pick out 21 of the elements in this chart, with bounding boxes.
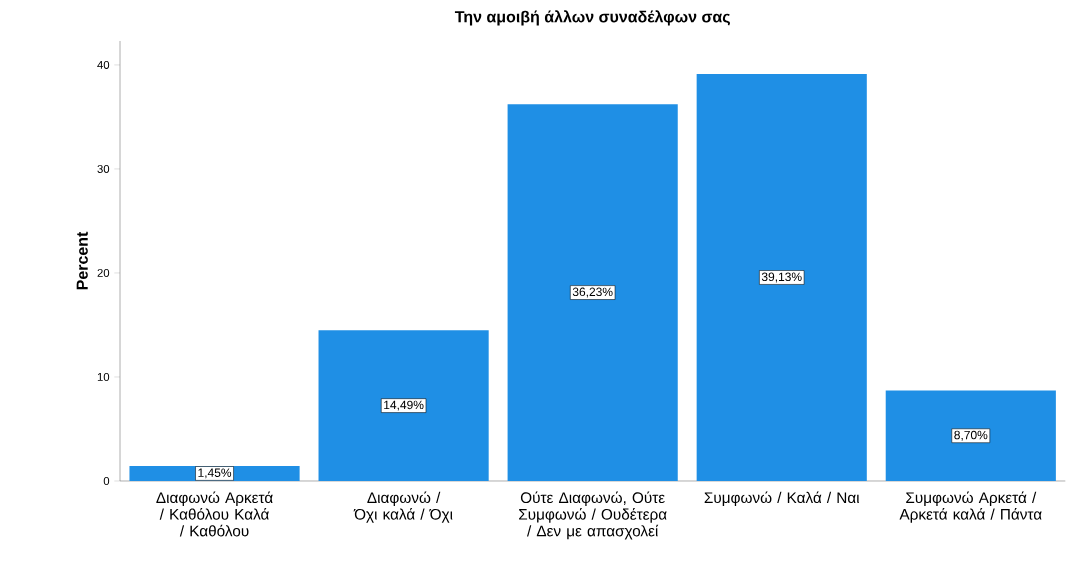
- data-label: 1,45%: [198, 468, 232, 479]
- y-axis-title: Percent: [76, 231, 88, 290]
- y-tick-label: 20: [97, 268, 110, 277]
- y-tick-label: 40: [97, 60, 110, 69]
- x-tick-label: Ούτε Διαφωνώ, Ούτε Συμφωνώ / Ουδέτερα / Δεν με απασχολεί: [519, 491, 667, 540]
- data-label: 36,23%: [572, 287, 613, 298]
- x-tick-label: Συμφωνώ Αρκετά / Αρκετά καλά / Πάντα: [899, 491, 1042, 523]
- bar: [507, 104, 678, 481]
- bar: [885, 390, 1056, 481]
- data-label: 8,70%: [954, 430, 988, 441]
- chart-title: Την αμοιβή άλλων συναδέλφων σας: [454, 10, 730, 26]
- x-tick-label: Διαφωνώ Αρκετά / Καθόλου Καλά / Καθόλου: [156, 491, 273, 537]
- y-tick-label: 0: [103, 476, 110, 485]
- data-label: 39,13%: [761, 272, 802, 283]
- y-tick-label: 30: [97, 164, 110, 173]
- bar: [696, 73, 867, 481]
- bar: [318, 330, 489, 481]
- x-tick-label: Συμφωνώ / Καλά / Ναι: [704, 491, 860, 507]
- data-label: 14,49%: [384, 400, 424, 411]
- x-tick-label: Διαφωνώ / Όχι καλά / Όχι: [353, 491, 453, 523]
- y-tick-label: 10: [97, 372, 110, 381]
